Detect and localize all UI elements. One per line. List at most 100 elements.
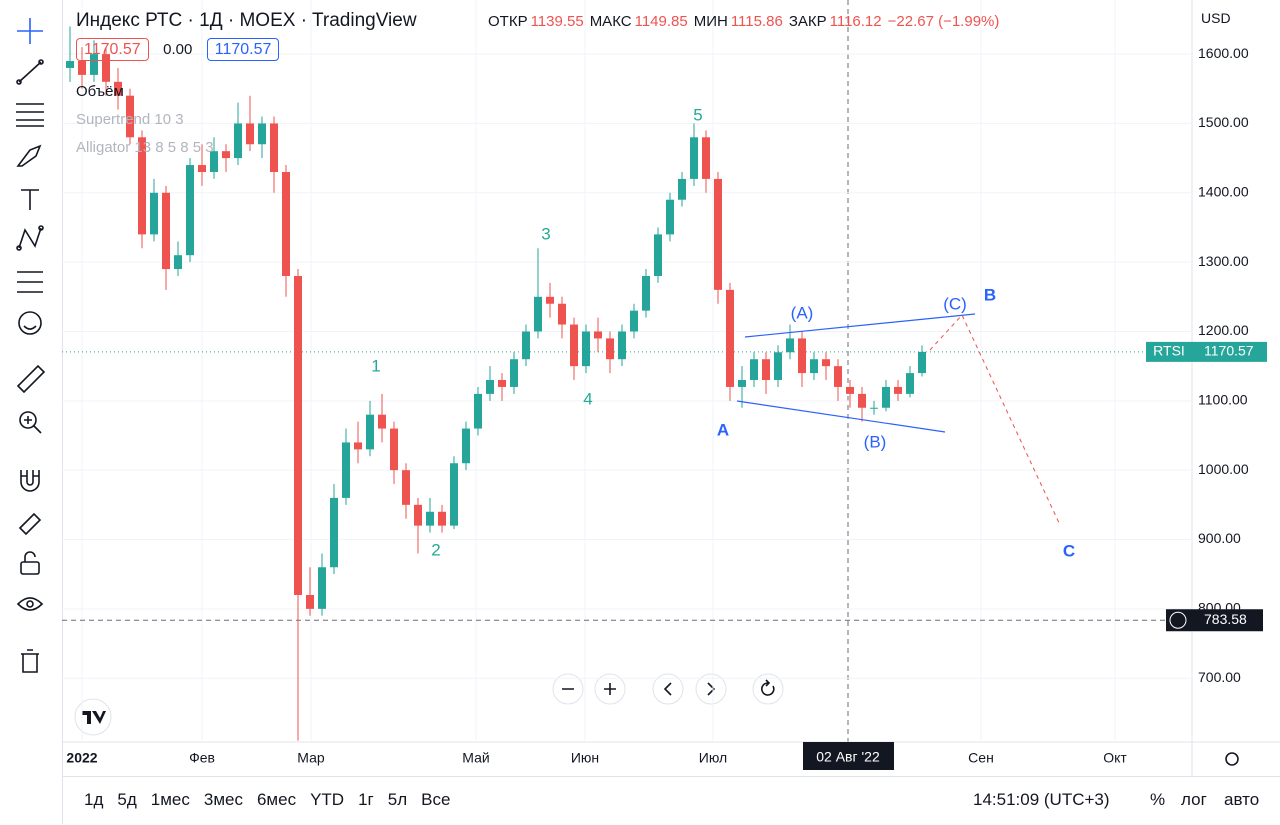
separator: · (300, 10, 308, 31)
emoji-tool[interactable] (18, 311, 42, 335)
text-tool[interactable] (21, 189, 39, 210)
candle-body (366, 414, 374, 450)
magnet-tool[interactable] (20, 470, 40, 492)
sell-price[interactable]: 1170.57 (76, 38, 149, 61)
grid (62, 0, 1192, 742)
candle-body (570, 324, 578, 367)
indicator[interactable]: Alligator 13 8 5 8 5 3 (76, 139, 214, 156)
range-button[interactable]: 1г (358, 790, 374, 809)
delete-tool[interactable] (21, 649, 39, 673)
candle-body (522, 331, 530, 360)
brush-tool[interactable] (16, 144, 42, 167)
candle-body (834, 366, 842, 387)
candle-body (174, 255, 182, 270)
wave-label[interactable]: 2 (431, 540, 440, 559)
channel-top[interactable] (744, 313, 976, 338)
wave-label[interactable]: C (1063, 541, 1075, 560)
ohlc-label: МИН (693, 13, 728, 30)
wave-label[interactable]: (B) (864, 432, 887, 451)
y-tick-label: 900.00 (1198, 530, 1241, 546)
candle-body (330, 497, 338, 568)
range-button[interactable]: 5л (387, 790, 408, 809)
candle-body (294, 275, 302, 595)
wave-label[interactable]: 5 (693, 105, 702, 124)
crosshair-tool[interactable] (17, 18, 43, 44)
candle-body (462, 428, 470, 464)
ohlc-value: 1139.55 (530, 13, 584, 30)
buy-price[interactable]: 1170.57 (206, 38, 280, 61)
range-button[interactable]: 6мес (256, 790, 297, 809)
candle-body (630, 310, 638, 332)
add-alert-button[interactable] (1169, 611, 1187, 629)
separator: · (187, 10, 194, 31)
candle-body (726, 289, 734, 387)
candle-body (486, 380, 494, 394)
header: Индекс РТС · 1Д · MOEX · TradingView (76, 10, 417, 32)
ranges: 1д 5д 1мес 3мес 6мес YTD 1г 5л Все (84, 790, 464, 810)
candle-body (870, 407, 878, 409)
settings-icon[interactable] (1225, 752, 1239, 766)
wave-label[interactable]: 4 (583, 389, 592, 408)
candle-body (270, 123, 278, 172)
symbol[interactable]: Индекс РТС (76, 10, 183, 31)
crosshair-price: 783.58 (1204, 611, 1247, 627)
visibility-tool[interactable] (16, 597, 44, 611)
candle-body (114, 81, 122, 96)
x-tick-label: Фев (189, 750, 215, 766)
zoom-tool[interactable] (19, 411, 42, 434)
scroll-right-button[interactable] (695, 673, 727, 705)
candle-body (246, 123, 254, 145)
candles (66, 26, 926, 741)
candle-body (318, 567, 326, 609)
candle-body (210, 151, 218, 172)
scroll-left-button[interactable] (652, 673, 684, 705)
wave-label[interactable]: A (717, 420, 729, 439)
range-button[interactable]: 3мес (203, 790, 243, 809)
wave-label[interactable]: (A) (791, 303, 814, 322)
ohlc-value: 1116.12 (829, 13, 882, 30)
clock: 14:51:09 (UTC+3) (973, 790, 1110, 809)
trend-line-tool[interactable] (16, 59, 44, 85)
candle-body (498, 380, 506, 387)
wave-label[interactable]: B (984, 285, 996, 304)
interval[interactable]: 1Д (199, 10, 223, 31)
candle-body (582, 331, 590, 367)
log-toggle[interactable]: лог (1181, 790, 1207, 809)
candle-body (906, 373, 914, 394)
unlock-tool[interactable] (20, 551, 40, 575)
currency[interactable]: USD (1201, 10, 1231, 26)
exchange: MOEX (239, 10, 296, 31)
candle-body (198, 165, 206, 172)
wave-label[interactable]: (C) (943, 294, 967, 313)
wave-label[interactable]: 1 (371, 356, 380, 375)
lock-drawings-tool[interactable] (18, 512, 42, 536)
channel-bottom[interactable] (736, 400, 946, 433)
range-button[interactable]: Все (421, 790, 451, 809)
candle-body (546, 296, 554, 304)
candle-body (258, 123, 266, 145)
range-button[interactable]: 1мес (150, 790, 190, 809)
indicator[interactable]: Supertrend 10 3 (76, 111, 184, 128)
reset-button[interactable] (752, 673, 784, 705)
candle-body (354, 442, 362, 450)
y-tick-label: 1200.00 (1198, 322, 1249, 338)
change: −22.67 (−1.99%) (887, 13, 1000, 30)
pattern-tool[interactable] (16, 225, 44, 251)
projection-line[interactable] (929, 314, 1061, 526)
x-tick-label: Июн (571, 750, 599, 766)
range-button[interactable]: 5д (117, 790, 137, 809)
range-button[interactable]: 1д (84, 790, 104, 809)
wave-label[interactable]: 3 (541, 224, 550, 243)
auto-toggle[interactable]: авто (1224, 790, 1260, 809)
fib-tool[interactable] (16, 103, 44, 127)
candle-body (594, 331, 602, 339)
candle-body (414, 504, 422, 526)
candle-body (894, 386, 902, 394)
ruler-tool[interactable] (16, 364, 46, 394)
chart: 700.00800.00900.001000.001100.001200.001… (62, 0, 1280, 776)
indicator[interactable]: Объём (76, 83, 124, 100)
range-button[interactable]: YTD (310, 790, 345, 809)
candle-body (738, 380, 746, 387)
percent-toggle[interactable]: % (1150, 790, 1166, 809)
prediction-tool[interactable] (17, 271, 43, 293)
